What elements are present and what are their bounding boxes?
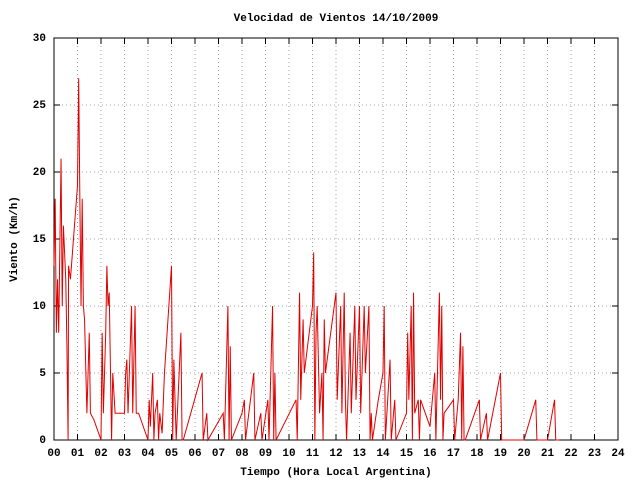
- x-tick-label: 20: [517, 448, 530, 460]
- x-tick-label: 07: [212, 448, 225, 460]
- chart-title: Velocidad de Vientos 14/10/2009: [234, 13, 439, 25]
- y-axis-label: Viento (Km/h): [9, 196, 21, 282]
- x-tick-label: 09: [259, 448, 272, 460]
- x-tick-label: 10: [282, 448, 295, 460]
- x-tick-label: 00: [47, 448, 60, 460]
- x-tick-label: 22: [564, 448, 577, 460]
- x-tick-label: 24: [611, 448, 625, 460]
- y-tick-label: 30: [33, 33, 46, 45]
- x-tick-label: 05: [165, 448, 179, 460]
- x-tick-label: 18: [470, 448, 484, 460]
- y-tick-label: 0: [39, 435, 46, 447]
- y-tick-label: 20: [33, 167, 46, 179]
- x-axis-label: Tiempo (Hora Local Argentina): [240, 467, 431, 479]
- x-tick-label: 11: [306, 448, 320, 460]
- x-tick-label: 15: [400, 448, 414, 460]
- x-tick-label: 13: [353, 448, 367, 460]
- x-tick-label: 06: [188, 448, 201, 460]
- x-tick-label: 01: [71, 448, 85, 460]
- x-tick-label: 08: [235, 448, 249, 460]
- y-tick-label: 5: [39, 368, 46, 380]
- x-tick-label: 14: [376, 448, 390, 460]
- x-tick-label: 19: [494, 448, 507, 460]
- x-tick-label: 23: [588, 448, 602, 460]
- x-tick-label: 03: [118, 448, 132, 460]
- x-tick-label: 02: [94, 448, 107, 460]
- y-tick-label: 15: [33, 234, 47, 246]
- x-tick-label: 17: [447, 448, 460, 460]
- wind-line: [53, 78, 560, 442]
- x-tick-label: 04: [141, 448, 155, 460]
- y-tick-label: 10: [33, 301, 46, 313]
- x-tick-label: 16: [423, 448, 436, 460]
- x-tick-label: 12: [329, 448, 342, 460]
- y-tick-label: 25: [33, 100, 47, 112]
- x-tick-label: 21: [541, 448, 555, 460]
